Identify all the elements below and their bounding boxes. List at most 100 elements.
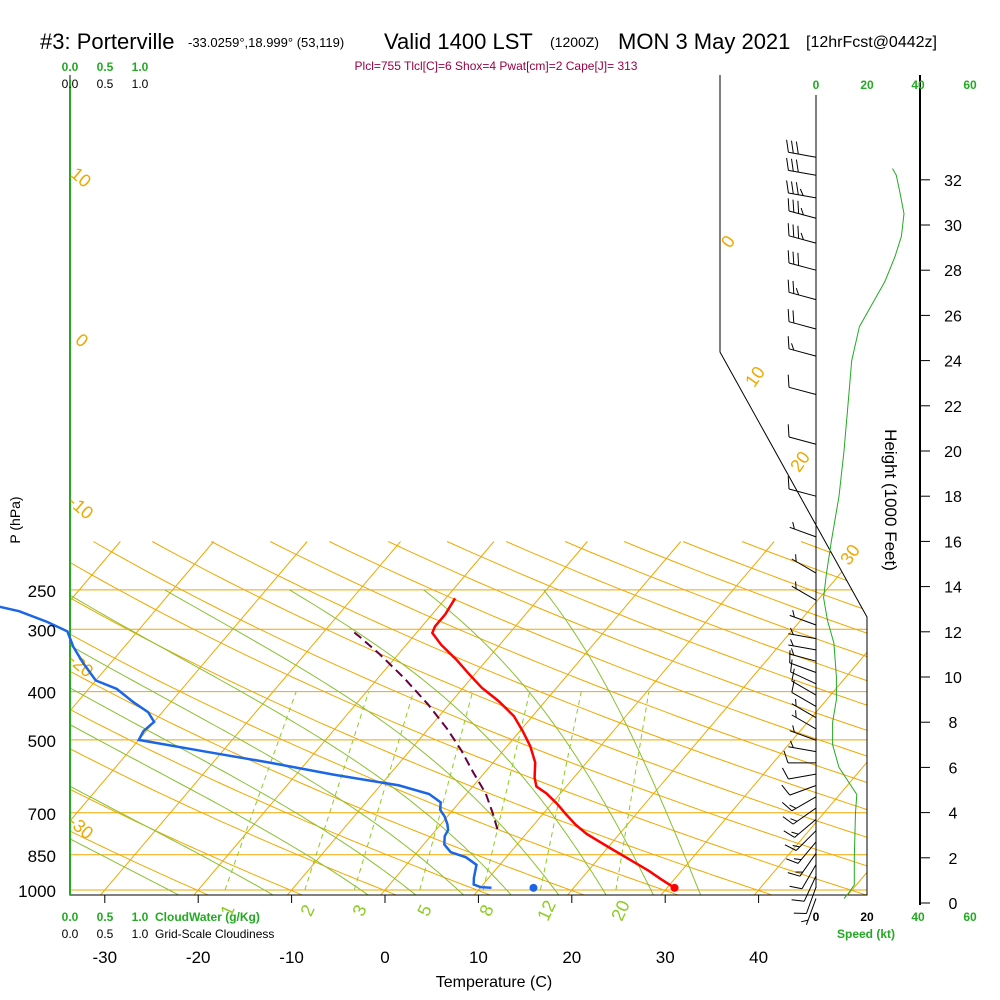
dry-adiabat-line <box>328 541 867 895</box>
wind-barb-feather <box>800 919 809 923</box>
wind-barb-staff <box>788 488 817 497</box>
dry-adiabat-line <box>70 541 790 895</box>
isotherm-line <box>655 541 867 895</box>
wind-barb-feather <box>786 858 799 864</box>
height-tick-label: 32 <box>944 173 962 190</box>
wind-barb-feather <box>781 767 789 780</box>
wind-barb-feather <box>797 225 800 239</box>
height-tick-label: 8 <box>949 715 958 732</box>
moist-adiabat-line <box>423 589 657 895</box>
wind-barb-feather <box>795 698 797 707</box>
moist-adiabat-line <box>164 589 564 895</box>
wind-barb-feather <box>800 207 804 216</box>
speed-tick-bottom-green: 60 <box>963 910 977 924</box>
wind-barb-feather <box>787 872 801 877</box>
wind-barb-feather <box>787 309 790 322</box>
wind-barb-feather <box>787 198 790 212</box>
forecast-date: MON 3 May 2021 <box>618 29 790 54</box>
wind-barb <box>791 710 817 730</box>
wind-barb <box>783 818 817 838</box>
isotherm-line <box>749 541 867 895</box>
surface-temperature-point <box>670 883 679 892</box>
wind-barb <box>783 750 817 764</box>
temperature-tick-label: -30 <box>93 948 118 967</box>
temperature-tick-label: 0 <box>380 948 389 967</box>
isotherm-line <box>469 541 775 895</box>
wind-barb-feather <box>790 627 794 635</box>
cloud-water-label: CloudWater (g/Kg) <box>155 910 260 924</box>
dry-adiabat-line <box>70 541 867 895</box>
wind-barb-feather <box>787 250 790 264</box>
wind-barb-staff <box>788 436 817 445</box>
wind-barb-feather <box>799 188 804 196</box>
station-coords: -33.0259°,18.999° (53,119) <box>188 35 344 50</box>
moist-adiabat-line <box>70 589 517 895</box>
wind-barb <box>786 139 817 158</box>
valid-time: Valid 1400 LST <box>384 29 533 54</box>
wind-barb-feather <box>791 343 795 351</box>
wind-barb-feather <box>795 554 797 562</box>
height-axis-title: Height (1000 Feet) <box>881 429 900 571</box>
dry-adiabat-line <box>70 541 316 895</box>
pressure-tick-label: 250 <box>28 582 56 601</box>
cloud-water-tick-bottom: 1.0 <box>132 910 149 924</box>
moist-adiabat-line <box>543 589 704 895</box>
chart-axes: 250 300 400 500 700 850 1000 -30 -20 -10 0 10 20 30 40… <box>18 60 768 967</box>
wind-barb-feather <box>791 831 799 835</box>
wind-barb-feather <box>790 659 793 672</box>
wind-barb <box>781 796 817 812</box>
wind-barb-feather <box>786 180 789 194</box>
dry-adiabat-line <box>70 541 222 895</box>
moist-adiabat-line <box>70 606 283 895</box>
temperature-tick-label: 10 <box>469 948 488 967</box>
pressure-tick-label: 400 <box>28 684 56 703</box>
height-tick-label: 14 <box>944 580 962 597</box>
wind-barb <box>787 309 817 330</box>
wind-barb <box>781 767 817 780</box>
wind-barb-staff <box>790 671 817 685</box>
moist-adiabat-line <box>70 589 377 895</box>
wind-barb <box>787 424 817 445</box>
wind-barb <box>787 336 817 357</box>
wind-barb <box>787 476 817 497</box>
dewpoint-profile <box>0 605 492 890</box>
wind-barb <box>787 279 817 301</box>
cloudiness-tick-top: 0.0 <box>62 77 79 91</box>
wind-barb-feather <box>792 521 795 530</box>
wind-barb-feather <box>789 885 803 890</box>
mixing-ratio-line <box>304 691 370 891</box>
wind-barb-feather <box>797 252 800 266</box>
wind-barb <box>788 648 817 662</box>
wind-barb-feather <box>784 844 797 851</box>
cloud-water-tick-top: 0.0 <box>62 60 79 74</box>
speed-tick-bottom: 0 <box>813 910 820 924</box>
wind-barb <box>788 740 817 753</box>
wind-barb-feather <box>787 336 790 349</box>
wind-barb-feather <box>790 818 798 822</box>
utc-time: (1200Z) <box>550 34 599 50</box>
wind-barb-feather <box>791 181 794 194</box>
cloudiness-tick-bottom: 0.0 <box>62 927 79 941</box>
wind-barb <box>791 698 817 719</box>
cloud-water-tick-bottom: 0.0 <box>62 910 79 924</box>
wind-barb-staff <box>789 662 817 673</box>
wind-barb-feather <box>782 816 794 825</box>
wind-barb-feather <box>787 223 790 236</box>
wind-barb <box>789 521 817 538</box>
height-tick-label: 30 <box>944 218 962 235</box>
x-axis-title: Temperature (C) <box>436 974 552 991</box>
wind-barb <box>789 650 817 673</box>
mixing-ratio-line <box>482 691 531 891</box>
isotherm-line <box>282 541 588 895</box>
y-axis-title: P (hPa) <box>7 496 23 543</box>
wind-barb-feather <box>792 609 795 618</box>
moist-adiabat-line <box>70 642 190 895</box>
pressure-tick-label: 300 <box>28 621 56 640</box>
dry-adiabat-line <box>70 541 411 895</box>
wind-barb-staff <box>801 864 817 890</box>
stability-indices: Plcl=755 Tlcl[C]=6 Shox=4 Pwat[cm]=2 Cap… <box>355 59 638 73</box>
wind-barb-staff <box>791 691 817 707</box>
wind-barb <box>790 659 817 685</box>
